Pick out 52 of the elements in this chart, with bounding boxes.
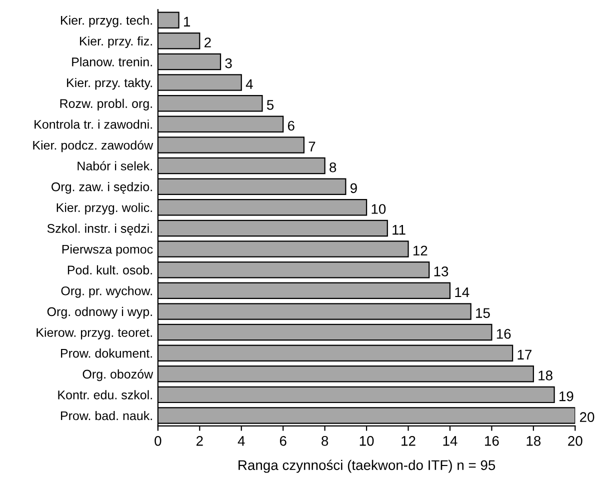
data-label: 7 xyxy=(308,142,316,152)
x-tick-label: 20 xyxy=(568,436,582,446)
x-tick-label: 4 xyxy=(238,436,245,446)
data-label: 3 xyxy=(225,58,232,68)
y-tick-label: Nabór i selek. xyxy=(78,161,152,170)
data-label: 20 xyxy=(580,412,594,422)
x-tick-label: 6 xyxy=(280,436,286,446)
data-label: 19 xyxy=(560,391,574,402)
data-label: 16 xyxy=(496,328,511,339)
data-label: 11 xyxy=(392,225,406,235)
y-tick-label: Org. odnowy i wyp. xyxy=(47,306,152,319)
y-tick-label: Kier. podcz. zawodów xyxy=(33,140,154,152)
y-tick-label: Kontrola tr. i zawodni. xyxy=(34,120,152,129)
y-tick-label: Prow. dokument. xyxy=(61,348,152,358)
x-tick-label: 16 xyxy=(485,436,499,446)
y-tick-label: Planow. trenin. xyxy=(72,57,152,66)
y-tick-label: Rozw. probl. org. xyxy=(60,98,152,110)
y-tick-label: Prow. bad. nauk. xyxy=(60,410,152,420)
y-tick-label: Szkol. instr. i sędzi. xyxy=(47,224,152,236)
data-label: 5 xyxy=(266,100,274,110)
data-label: 18 xyxy=(538,370,552,380)
data-label: 8 xyxy=(330,162,336,172)
y-tick-label: Kier. przyg. wolic. xyxy=(56,202,152,215)
y-tick-label: Org. pr. wychow. xyxy=(61,286,152,298)
y-tick-label: Kier. przy. fiz. xyxy=(80,36,152,48)
data-label: 1 xyxy=(184,16,190,26)
y-tick-label: Org. zaw. i sędzio. xyxy=(52,182,152,194)
x-tick-label: 12 xyxy=(402,436,416,446)
x-axis-title: Ranga czynności (taekwon-do ITF) n = 95 xyxy=(238,460,496,473)
y-tick-label: Pod. kult. osob. xyxy=(68,265,152,274)
y-tick-label: Kier. przy. takty. xyxy=(67,78,152,90)
data-label: 13 xyxy=(434,266,448,276)
x-tick-label: 18 xyxy=(526,436,541,446)
data-label: 4 xyxy=(246,79,253,89)
data-label: 6 xyxy=(288,120,294,131)
y-tick-label: Pierwsza pomoc xyxy=(62,244,153,256)
data-label: 14 xyxy=(455,287,470,298)
y-tick-label: Kontr. edu. szkol. xyxy=(58,390,152,400)
data-label: 2 xyxy=(204,38,211,48)
data-label: 15 xyxy=(476,308,490,318)
y-tick-label: Kierow. przyg. teoret. xyxy=(36,328,152,340)
y-tick-label: Org. obozów xyxy=(82,369,154,382)
data-label: 12 xyxy=(413,246,428,256)
data-label: 17 xyxy=(518,350,532,360)
data-label: 10 xyxy=(372,204,386,214)
y-tick-label: Kier. przyg. tech. xyxy=(61,16,152,28)
x-tick-label: 0 xyxy=(154,436,162,446)
x-tick-label: 10 xyxy=(360,436,374,446)
data-label: 9 xyxy=(350,183,357,194)
x-tick-label: 8 xyxy=(322,436,328,446)
x-tick-label: 14 xyxy=(443,436,458,446)
x-tick-label: 2 xyxy=(196,436,203,446)
